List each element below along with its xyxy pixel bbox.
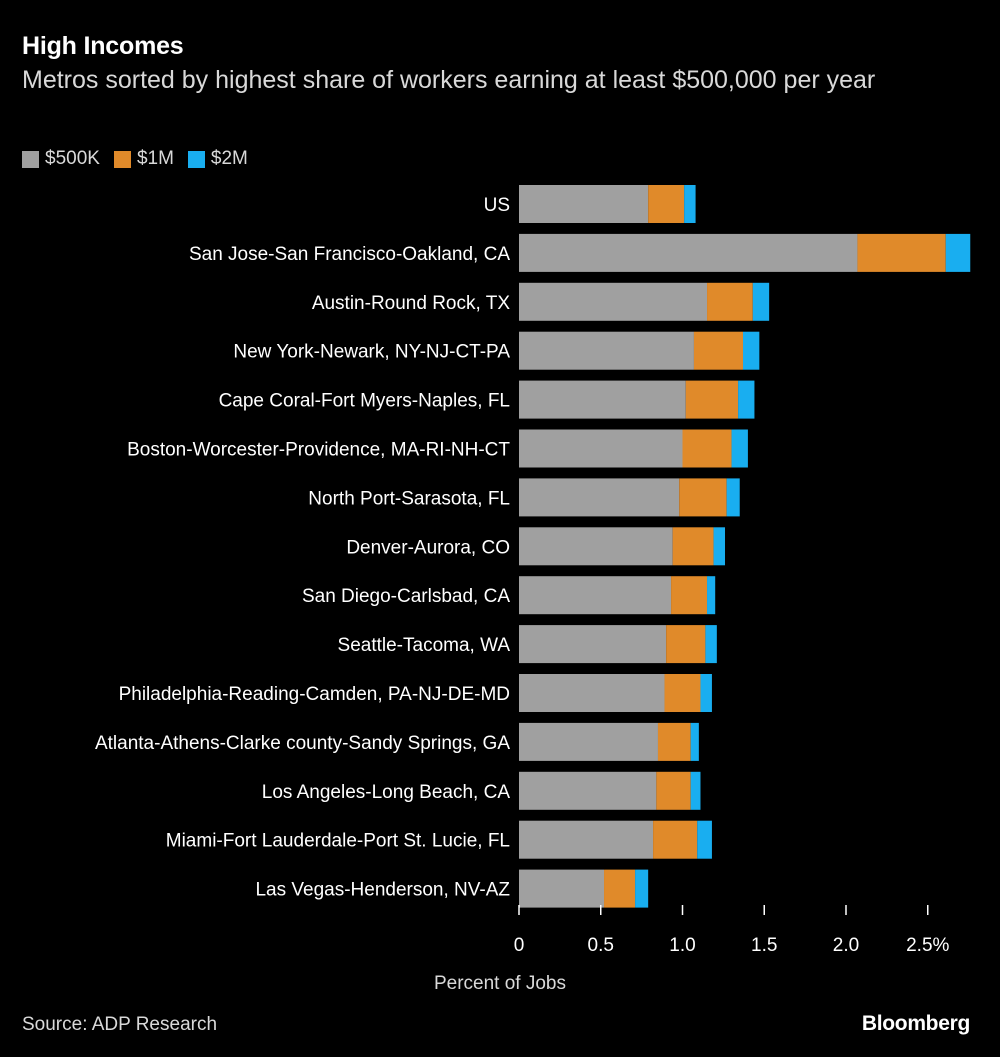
bar-segment-2m <box>690 771 701 810</box>
legend-item-2m: $2M <box>187 148 248 170</box>
bar-segment-1m <box>666 625 706 664</box>
bar-segment-1m <box>679 478 727 517</box>
category-label: US <box>484 195 510 216</box>
bar-segment-2m <box>690 722 699 761</box>
bar-segment-1m <box>682 429 732 468</box>
bar-segment-500k <box>519 233 858 272</box>
legend-swatch-2m <box>187 150 205 168</box>
bar-segment-500k <box>519 429 683 468</box>
bar-segment-1m <box>857 233 946 272</box>
bar-segment-500k <box>519 771 657 810</box>
category-label: Miami-Fort Lauderdale-Port St. Lucie, FL <box>166 831 510 852</box>
x-tick-label: 1.5 <box>751 935 777 956</box>
bar-segment-500k <box>519 722 658 761</box>
bar-segment-1m <box>656 771 691 810</box>
bar-segment-1m <box>671 576 708 615</box>
category-label: Boston-Worcester-Providence, MA-RI-NH-CT <box>127 440 510 461</box>
category-label: Atlanta-Athens-Clarke county-Sandy Sprin… <box>95 733 510 754</box>
bar-segment-2m <box>684 185 696 223</box>
legend-label-2m: $2M <box>210 148 248 169</box>
legend: $500K $1M $2M <box>22 148 262 170</box>
chart-title: High Incomes <box>22 32 184 60</box>
bar-segment-500k <box>519 380 686 419</box>
legend-swatch-1m <box>113 150 131 168</box>
category-label: North Port-Sarasota, FL <box>308 488 510 509</box>
category-label: Seattle-Tacoma, WA <box>338 635 511 656</box>
bar-segment-2m <box>635 869 649 908</box>
bar-segment-2m <box>731 429 748 468</box>
bar-segment-1m <box>653 820 698 859</box>
bar-segment-500k <box>519 282 708 321</box>
bar-segment-1m <box>664 674 701 712</box>
bloomberg-logo: Bloomberg <box>861 1012 970 1035</box>
category-label: San Jose-San Francisco-Oakland, CA <box>189 244 510 265</box>
category-label: Los Angeles-Long Beach, CA <box>262 782 511 803</box>
stacked-bar-chart: US San Jose-San Francisco-Oakland, CA Aust… <box>95 185 971 994</box>
x-tick-label: 1.0 <box>669 935 695 956</box>
bar-segment-2m <box>707 576 716 615</box>
x-tick-label: 2.5% <box>906 935 949 956</box>
bar-segment-500k <box>519 869 605 908</box>
x-tick-label: 0 <box>514 935 525 956</box>
bar-segment-500k <box>519 478 680 517</box>
bar-segment-2m <box>697 820 712 859</box>
chart-subtitle: Metros sorted by highest share of worker… <box>22 66 876 94</box>
category-label: New York-Newark, NY-NJ-CT-PA <box>233 342 510 363</box>
bar-segment-1m <box>707 282 753 321</box>
bar-segment-2m <box>713 527 726 566</box>
category-label: San Diego-Carlsbad, CA <box>302 586 510 607</box>
x-tick-label: 0.5 <box>588 935 614 956</box>
bar-segment-2m <box>945 233 971 272</box>
legend-item-500k: $500K <box>22 148 100 170</box>
bar-segment-2m <box>705 625 717 664</box>
category-label: Las Vegas-Henderson, NV-AZ <box>255 880 510 901</box>
category-label: Austin-Round Rock, TX <box>312 293 511 314</box>
bar-segment-500k <box>519 527 673 566</box>
bar-segment-500k <box>519 674 665 712</box>
bar-segment-2m <box>742 331 760 370</box>
bar-segment-1m <box>604 869 636 908</box>
bar-segment-2m <box>752 282 770 321</box>
bar-segment-500k <box>519 185 649 223</box>
bar-segment-500k <box>519 820 654 859</box>
bar-segment-2m <box>700 674 712 712</box>
category-label: Denver-Aurora, CO <box>346 537 510 558</box>
x-tick-label: 2.0 <box>833 935 859 956</box>
bar-segment-2m <box>726 478 740 517</box>
bar-segment-500k <box>519 331 694 370</box>
bar-segment-500k <box>519 625 667 664</box>
bar-segment-1m <box>685 380 739 419</box>
legend-item-1m: $1M <box>113 148 174 170</box>
bar-segment-2m <box>738 380 755 419</box>
category-label: Cape Coral-Fort Myers-Naples, FL <box>219 391 510 412</box>
bar-segment-1m <box>657 722 691 761</box>
legend-swatch-500k <box>22 150 39 168</box>
bar-segment-1m <box>693 331 743 370</box>
legend-label-1m: $1M <box>136 148 174 169</box>
bar-segment-500k <box>519 576 672 615</box>
category-label: Philadelphia-Reading-Camden, PA-NJ-DE-MD <box>119 684 510 705</box>
bar-segment-1m <box>672 527 714 566</box>
bar-segment-1m <box>648 185 685 223</box>
x-axis-title: Percent of Jobs <box>434 973 566 994</box>
source-note: Source: ADP Research <box>22 1014 218 1035</box>
legend-label-500k: $500K <box>45 148 100 169</box>
